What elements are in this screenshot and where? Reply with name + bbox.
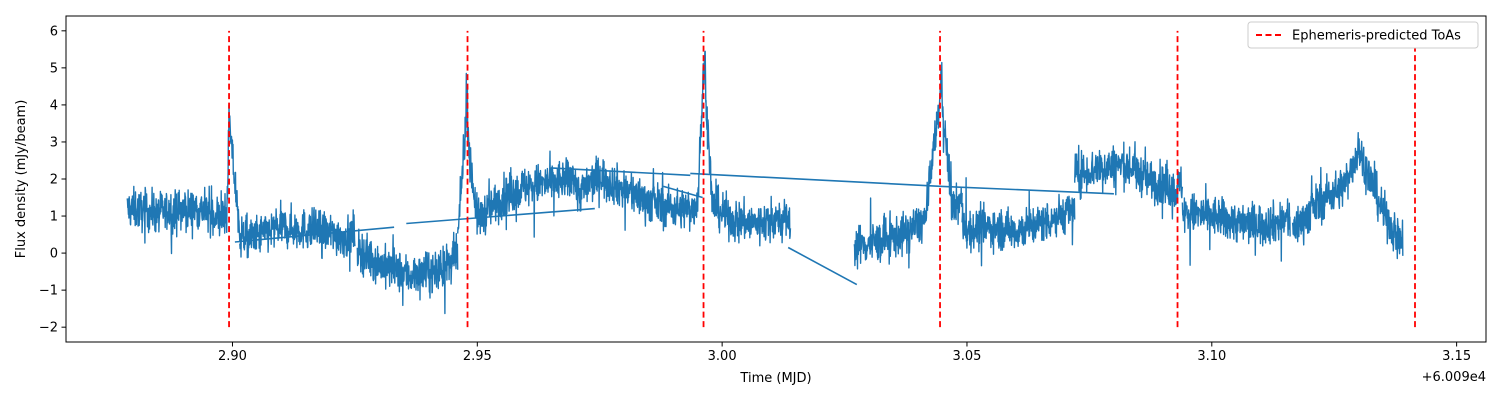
flux-series-segment [1074, 141, 1184, 220]
series-connector-line [942, 185, 1114, 195]
series-connector-line [787, 246, 858, 286]
x-tick-label: 2.95 [463, 349, 492, 364]
flux-series-segment [689, 50, 792, 247]
y-tick-label: 3 [50, 135, 58, 150]
x-axis-offset-label: +6.009e4 [1422, 370, 1486, 385]
flux-series-segment [126, 104, 241, 255]
y-tick-label: 4 [50, 98, 58, 113]
legend-label-toa: Ephemeris-predicted ToAs [1292, 29, 1461, 44]
legend-box [1247, 21, 1479, 49]
y-tick-label: −2 [39, 321, 58, 336]
flux-series-segment [356, 228, 459, 315]
series-connector-line [550, 167, 691, 177]
y-axis: −2 −1 0 1 2 3 4 5 6 [39, 24, 66, 336]
x-tick-label: 3.15 [1442, 349, 1471, 364]
y-tick-label: 5 [50, 61, 58, 76]
flux-series-segment [1181, 182, 1291, 266]
y-tick-label: −1 [39, 284, 58, 299]
x-tick-label: 3.10 [1197, 349, 1226, 364]
y-axis-label: Flux density (mJy/beam) [14, 100, 29, 259]
series-connector-line [690, 172, 943, 188]
flux-series-segment [853, 61, 963, 270]
data-layer [126, 50, 1404, 315]
x-tick-label: 2.90 [218, 349, 247, 364]
flux-series-segment [961, 177, 1076, 267]
flux-series-segment [239, 199, 356, 272]
flux-series-segment [1291, 131, 1404, 260]
legend: Ephemeris-predicted ToAs [1247, 21, 1479, 49]
x-axis: 2.90 2.95 3.00 3.05 3.10 3.15 [218, 342, 1471, 364]
y-tick-label: 1 [50, 210, 58, 225]
y-tick-label: 2 [50, 173, 58, 188]
y-tick-label: 6 [50, 24, 58, 39]
flux-series-segment [572, 155, 691, 232]
flux-series-segment [457, 72, 574, 238]
x-axis-label: Time (MJD) [739, 371, 811, 386]
x-tick-label: 3.00 [708, 349, 737, 364]
y-tick-label: 0 [50, 247, 58, 262]
x-tick-label: 3.05 [952, 349, 981, 364]
toa-layer [228, 30, 1416, 328]
